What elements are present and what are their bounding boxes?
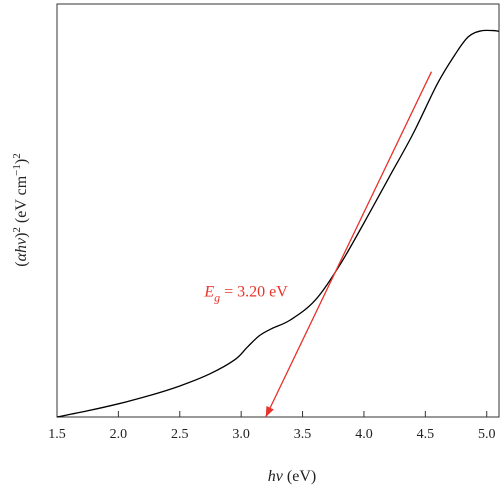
x-tick-label: 3.0: [232, 427, 250, 442]
y-axis-title-open: (: [13, 261, 30, 266]
x-tick-label: 4.5: [417, 427, 435, 442]
x-tick-label: 2.0: [110, 427, 128, 442]
x-axis-title: hν (eV): [268, 468, 316, 485]
y-axis-title-close: ): [13, 233, 30, 238]
y-axis-title-unit-close: ): [13, 159, 30, 164]
series-group: [56, 29, 500, 418]
x-tick-label: 3.5: [294, 427, 312, 442]
x-tick-label: 4.0: [355, 427, 373, 442]
x-axis-title-symbol: hν: [268, 468, 284, 485]
tangent-line: [265, 71, 433, 418]
x-axis-title-unit: (eV): [283, 468, 316, 485]
y-axis-title-alpha: α: [13, 252, 30, 261]
y-axis-title: (αhν)2 (eV cm−1)2: [11, 153, 30, 266]
y-axis-title-hv: hν: [13, 237, 30, 253]
x-tick-label: 5.0: [478, 427, 496, 442]
absorption-curve: [56, 29, 500, 418]
y-axis-title-unit-exponent: −1: [11, 164, 23, 176]
plot-frame: [56, 3, 500, 418]
tangent-arrowhead: [265, 406, 274, 417]
y-axis-title-square: 2: [11, 227, 23, 233]
x-axis-ticks: 1.5 2.0 2.5 3.0 3.5 4.0 4.5 5.0: [48, 411, 495, 442]
x-tick-label: 1.5: [48, 427, 66, 442]
x-tick-label: 2.5: [171, 427, 189, 442]
annotation-bandgap: Eg = 3.20 eV: [203, 284, 288, 305]
annotation-value: = 3.20 eV: [220, 284, 288, 301]
y-axis-title-unit-square: 2: [11, 153, 23, 159]
tangent-group: [265, 71, 433, 418]
annotation-symbol: E: [203, 284, 214, 301]
annotation-subscript: g: [214, 291, 220, 305]
y-axis-title-unit: (eV cm: [13, 175, 30, 227]
